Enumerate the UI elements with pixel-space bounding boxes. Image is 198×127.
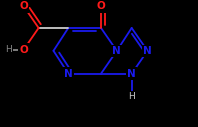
Text: O: O bbox=[97, 1, 105, 11]
Text: N: N bbox=[127, 69, 136, 79]
Text: H: H bbox=[128, 92, 135, 101]
Text: H: H bbox=[5, 45, 12, 54]
Text: N: N bbox=[64, 69, 73, 79]
Text: O: O bbox=[19, 45, 28, 54]
Text: N: N bbox=[112, 46, 121, 56]
Text: O: O bbox=[19, 1, 28, 11]
Text: N: N bbox=[143, 46, 152, 56]
